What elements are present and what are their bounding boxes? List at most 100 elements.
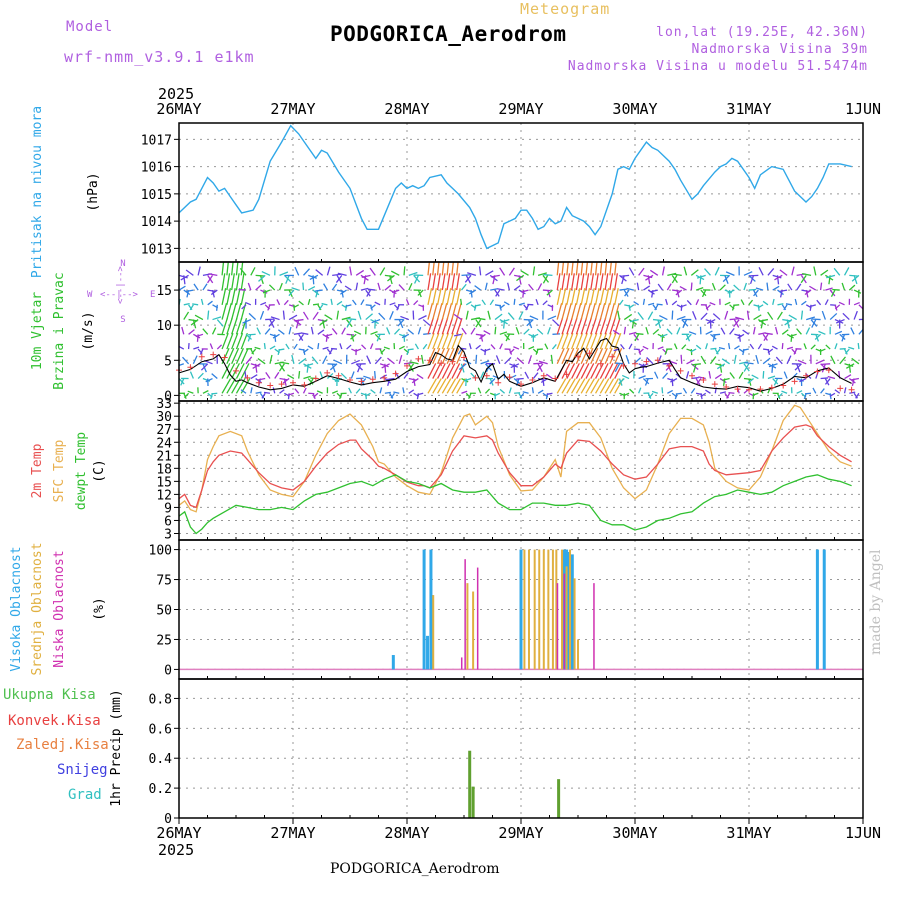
wind-arrow xyxy=(278,363,285,372)
wind-arrow xyxy=(202,283,208,291)
wind-arrow xyxy=(772,298,775,305)
wind-arrow xyxy=(812,387,817,394)
wind-arrow xyxy=(283,299,289,306)
wind-arrow xyxy=(513,285,521,291)
wind-arrow xyxy=(528,333,536,338)
wind-arrow xyxy=(211,392,218,395)
wind-arrow xyxy=(532,372,539,379)
wind-arrow xyxy=(628,304,635,309)
wind-arrow xyxy=(604,273,609,291)
wind-arrow xyxy=(763,333,769,342)
wind-arrow xyxy=(848,363,852,373)
wind-arrow xyxy=(370,331,378,335)
wind-arrow xyxy=(733,319,740,328)
wind-arrow xyxy=(294,318,304,322)
wind-ylabel: 10m Vjetar xyxy=(30,292,45,370)
wind-arrow xyxy=(675,392,682,395)
wind-arrow xyxy=(758,318,769,322)
pressure-ytick-label: 1014 xyxy=(141,215,172,230)
gust-marker xyxy=(301,381,308,388)
wind-arrow xyxy=(561,262,565,276)
wind-arrow xyxy=(767,311,774,320)
mid-cloud-bar xyxy=(551,549,554,670)
wind-arrow xyxy=(294,266,300,276)
wind-arrow xyxy=(765,332,773,335)
wind-arrow xyxy=(332,273,342,276)
wind-arrow xyxy=(509,363,518,368)
wind-arrow xyxy=(355,282,359,291)
wind-arrow xyxy=(566,317,573,335)
wind-arrow xyxy=(551,344,557,350)
gust-marker xyxy=(495,379,502,386)
wind-arrow xyxy=(599,273,604,291)
wind-arrow xyxy=(785,303,792,306)
wind-arrow xyxy=(494,313,503,321)
wind-arrow xyxy=(695,344,702,350)
wind-arrow xyxy=(317,329,325,335)
clouds-ytick-label: 75 xyxy=(156,574,172,589)
wind-arrow xyxy=(853,275,858,285)
high-cloud-bar xyxy=(822,549,826,670)
wind-arrow xyxy=(806,316,816,321)
wind-arrow xyxy=(556,288,562,305)
wind-arrow xyxy=(585,262,589,276)
wind-arrow xyxy=(414,275,419,284)
wind-arrow xyxy=(183,392,190,399)
wind-arrow xyxy=(470,327,476,335)
wind-arrow xyxy=(197,372,204,379)
wind-arrow xyxy=(326,266,331,276)
wind-arrow xyxy=(620,274,630,278)
wind-arrow xyxy=(476,317,486,321)
wind-arrow xyxy=(609,317,616,335)
wind-arrow xyxy=(638,387,642,394)
wind-arrow xyxy=(366,289,372,297)
wind-arrow xyxy=(268,284,276,291)
wind-arrow xyxy=(446,317,453,335)
wind-arrow xyxy=(686,299,692,306)
wind-arrow xyxy=(753,314,762,321)
wind-arrow xyxy=(629,318,639,323)
precip-bar xyxy=(468,750,472,818)
compass-s: S xyxy=(120,315,125,325)
wind-arrow xyxy=(349,266,353,276)
low-cloud-bar xyxy=(563,573,566,670)
gust-marker xyxy=(563,371,570,378)
wind-arrow xyxy=(617,310,621,320)
wind-arrow xyxy=(417,392,424,396)
wind-arrow xyxy=(532,266,536,276)
wind-arrow xyxy=(331,390,338,394)
wind-arrow xyxy=(556,317,564,335)
wind-arrow xyxy=(735,316,745,321)
wind-arrow xyxy=(537,389,544,394)
xtick-bottom: 31MAY xyxy=(726,824,771,842)
wind-arrow xyxy=(772,378,779,385)
mid-cloud-bar xyxy=(573,578,576,670)
wind-arrow xyxy=(829,392,836,397)
wind-arrow xyxy=(269,345,276,350)
wind-arrow xyxy=(295,319,300,329)
wind-arrow xyxy=(427,288,433,305)
wind-arrow xyxy=(364,392,371,397)
wind-arrow xyxy=(747,378,754,384)
wind-arrow xyxy=(492,375,501,380)
wind-arrow xyxy=(221,332,229,350)
wind-arrow xyxy=(183,289,191,295)
wind-arrow xyxy=(708,371,712,379)
wind-arrow xyxy=(786,355,792,365)
wind-arrow xyxy=(357,310,362,320)
wind-arrow xyxy=(322,319,326,329)
wind-arrow xyxy=(231,332,239,350)
wind-arrow xyxy=(336,289,345,293)
wind-arrow xyxy=(427,273,432,291)
wind-arrow xyxy=(417,289,424,296)
temperature-ytick-label: 24 xyxy=(156,436,172,451)
wind-arrow xyxy=(183,303,190,306)
wind-arrow xyxy=(457,348,463,355)
wind-arrow xyxy=(686,359,695,365)
wind-arrow xyxy=(580,378,591,394)
wind-arrow xyxy=(633,333,639,341)
wind-arrow xyxy=(339,289,347,295)
wind-arrow xyxy=(594,273,599,291)
wind-arrow xyxy=(324,333,333,337)
wind-arrow xyxy=(461,390,468,394)
